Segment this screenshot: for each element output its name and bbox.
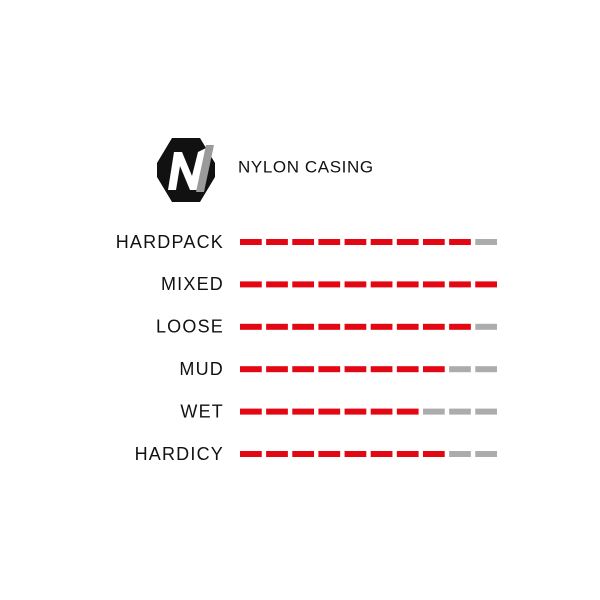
- category-label: WET: [180, 401, 224, 421]
- empty-segment: [449, 451, 471, 457]
- empty-segment: [475, 323, 497, 330]
- rating-bar: [240, 451, 445, 457]
- rating-segment: [370, 239, 393, 245]
- rating-segment: [318, 451, 341, 457]
- rating-segment: [344, 239, 367, 245]
- category-label: MIXED: [161, 274, 224, 294]
- rating-segment: [240, 366, 262, 373]
- rating-segment: [292, 323, 315, 330]
- rating-segment: [396, 451, 419, 457]
- rating-segment: [292, 366, 315, 373]
- rating-segment: [449, 281, 471, 288]
- rating-segment: [396, 366, 419, 373]
- empty-segment: [475, 239, 497, 245]
- empty-segment: [449, 408, 471, 415]
- rating-segment: [344, 451, 367, 457]
- rating-segment: [266, 451, 288, 457]
- empty-segment: [475, 408, 497, 415]
- rating-segment: [318, 323, 341, 330]
- rating-segment: [318, 239, 341, 245]
- rating-segment: [266, 366, 288, 373]
- category-label: HARDICY: [135, 444, 224, 464]
- rating-segment: [344, 366, 367, 373]
- empty-segment: [422, 408, 445, 415]
- rating-segment: [318, 281, 341, 288]
- rating-bar: [240, 281, 497, 288]
- rating-segment: [370, 366, 393, 373]
- rating-bar: [240, 366, 445, 373]
- rating-segment: [266, 281, 288, 288]
- rating-segment: [475, 281, 497, 288]
- rating-segment: [318, 408, 341, 415]
- rating-bar: [240, 323, 471, 330]
- rating-segment: [370, 408, 393, 415]
- rating-segment: [240, 239, 262, 245]
- logo: [157, 138, 215, 202]
- rating-segment: [370, 281, 393, 288]
- rating-segment: [422, 239, 445, 245]
- rating-bar: [240, 239, 471, 245]
- rating-segment: [422, 281, 445, 288]
- rating-segment: [292, 239, 315, 245]
- rating-segment: [240, 323, 262, 330]
- rating-segment: [240, 451, 262, 457]
- rating-segment: [396, 239, 419, 245]
- rating-segment: [266, 239, 288, 245]
- category-label: LOOSE: [156, 317, 224, 337]
- rating-segment: [396, 281, 419, 288]
- category-label: MUD: [179, 359, 224, 379]
- logo-letter: [168, 148, 206, 190]
- empty-segment: [475, 366, 497, 373]
- empty-segment: [449, 366, 471, 373]
- rating-segment: [449, 239, 471, 245]
- rating-segment: [266, 323, 288, 330]
- rating-segment: [266, 408, 288, 415]
- category-label: HARDPACK: [116, 232, 224, 252]
- logo-stroke: [196, 145, 214, 192]
- rating-segment: [422, 451, 445, 457]
- rating-segment: [240, 281, 262, 288]
- rating-segment: [344, 281, 367, 288]
- chart-title: NYLON CASING: [238, 157, 374, 176]
- rating-segment: [422, 366, 445, 373]
- rating-segment: [396, 323, 419, 330]
- rating-segment: [449, 323, 471, 330]
- rating-segment: [292, 408, 315, 415]
- rating-segment: [344, 323, 367, 330]
- rating-segment: [344, 408, 367, 415]
- empty-segment: [475, 451, 497, 457]
- rating-segment: [240, 408, 262, 415]
- rating-segment: [396, 408, 419, 415]
- rating-segment: [370, 323, 393, 330]
- rating-segment: [422, 323, 445, 330]
- rating-segment: [370, 451, 393, 457]
- rating-segment: [318, 366, 341, 373]
- rating-segment: [292, 451, 315, 457]
- rating-segment: [292, 281, 315, 288]
- rating-bar: [240, 408, 419, 415]
